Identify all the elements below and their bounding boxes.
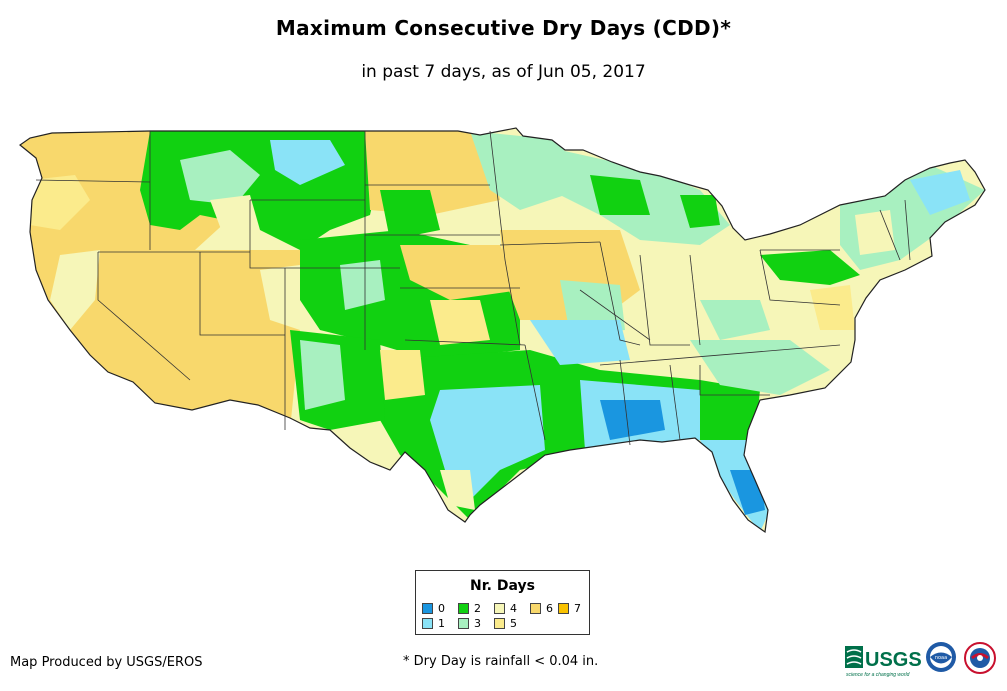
usgs-logo: USGS science for a changing world [845,646,922,678]
legend-swatch [422,618,433,629]
legend-swatch [422,603,433,614]
legend-swatch [494,603,505,614]
legend-label: 6 [546,602,553,615]
dry-day-footnote: * Dry Day is rainfall < 0.04 in. [403,654,599,669]
legend-swatch [458,618,469,629]
legend-label: 1 [438,617,445,630]
legend: Nr. Days 0 1 2 3 4 5 6 7 [415,570,590,635]
us-outline [19,127,986,534]
legend-label: 2 [474,602,481,615]
map-credit: Map Produced by USGS/EROS [10,655,203,670]
agency-logos: USGS science for a changing world noaa [845,642,996,678]
map-title: Maximum Consecutive Dry Days (CDD)* [275,16,732,40]
cdd-fill-layer [20,128,985,532]
legend-swatch [458,603,469,614]
usgs-wordmark: USGS [865,649,922,671]
noaa-wordmark: noaa [935,655,947,661]
noaa-logo: noaa [926,642,956,672]
legend-swatch [530,603,541,614]
legend-swatch [558,603,569,614]
nws-logo [964,642,996,674]
legend-label: 0 [438,602,445,615]
map-subtitle: in past 7 days, as of Jun 05, 2017 [361,62,646,82]
legend-label: 3 [474,617,481,630]
legend-swatch [494,618,505,629]
usgs-tagline: science for a changing world [846,672,910,678]
legend-label: 5 [510,617,517,630]
legend-title: Nr. Days [470,578,535,594]
legend-label: 4 [510,602,517,615]
legend-label: 7 [574,602,581,615]
state-borders [35,130,911,446]
